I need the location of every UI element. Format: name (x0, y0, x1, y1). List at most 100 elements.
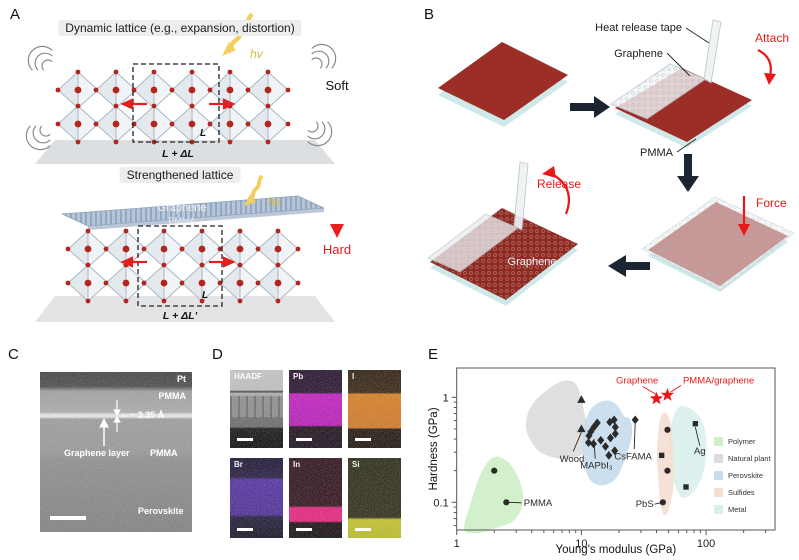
marker-diamond (610, 415, 618, 425)
annotation-line (633, 423, 636, 450)
tem-annotations (99, 400, 127, 446)
y-axis-label: Hardness (GPa) (428, 407, 440, 490)
chart-legend: Polymer Natural plant Perovskite Sulfide… (714, 437, 771, 522)
expansion-arrows (120, 98, 236, 110)
heat-release-tape-label: Heat release tape (595, 22, 682, 34)
marker-diamond (605, 450, 613, 460)
eds-map-in: In (289, 458, 342, 538)
map-label: I (352, 372, 355, 381)
marker-square (658, 452, 665, 459)
spacing-marker-arrows (113, 400, 127, 432)
x-tick-label: 10 (575, 538, 587, 550)
marker-diamond (584, 438, 592, 448)
panel-c-label: C (8, 346, 19, 363)
pointer-line (685, 27, 710, 44)
pmma-bottom-label: PMMA (150, 448, 178, 458)
film-step1 (438, 42, 568, 127)
map-label: Si (352, 460, 360, 469)
legend-swatch (714, 505, 723, 514)
annotation-line (642, 386, 657, 395)
graphene-layer-arrow (99, 417, 109, 446)
annotation-label: CsFAMA (614, 451, 652, 462)
panel-b-process-diagram: Heat release tape Graphene Attach PMMA F… (427, 19, 795, 306)
marker-square (692, 421, 699, 427)
eds-map-pb: Pb (289, 370, 342, 448)
annotation-line (694, 427, 701, 446)
legend-label: Polymer (728, 437, 756, 446)
marker-star (649, 391, 664, 405)
scale-bar (50, 516, 86, 520)
legend-entry-natural-plant: Natural plant (714, 454, 771, 463)
substrate-slab (35, 140, 335, 164)
marker-diamond (585, 431, 593, 441)
x-tick-label: 100 (697, 538, 715, 550)
marker-diamond (589, 439, 597, 449)
legend-entry-perovskite: Perovskite (714, 471, 771, 480)
scale-bar (296, 528, 312, 531)
graphene-layer-label: Graphene layer (64, 448, 130, 458)
panel-a-label: A (10, 6, 21, 23)
legend-swatch (714, 437, 723, 446)
expansion-arrows (120, 256, 236, 268)
vibration-arcs-icon (305, 37, 343, 75)
film-step2 (610, 19, 752, 148)
map-label: HAADF (234, 372, 262, 381)
scale-bar (296, 438, 312, 441)
legend-entry-sulfides: Sulfides (714, 488, 771, 497)
panel-e-label: E (428, 346, 439, 363)
marker-circle (503, 499, 510, 506)
marker-circle (491, 467, 498, 474)
perovskite-label: Perovskite (138, 506, 184, 516)
pmma-layer (88, 208, 324, 230)
marker-diamond (631, 415, 639, 425)
panel-a-title-top: Dynamic lattice (e.g., expansion, distor… (58, 20, 302, 36)
legend-entry-polymer: Polymer (714, 437, 771, 446)
scale-bar (355, 528, 371, 531)
marker-diamond (587, 427, 595, 437)
pmma-pointer-label: PMMA (640, 147, 674, 159)
l-label: L (202, 290, 208, 301)
panel-d-label: D (212, 346, 223, 363)
plot-frame (456, 367, 776, 531)
l-plus-dl-prime-label: L + ΔL' (163, 310, 198, 322)
scale-bar (237, 528, 253, 531)
eds-map-si: Si (348, 458, 401, 538)
legend-label: Natural plant (728, 454, 771, 463)
annotation-line (670, 384, 682, 393)
marker-diamond (611, 446, 619, 456)
pointer-line (666, 52, 691, 77)
legend-swatch (714, 471, 723, 480)
pt-label: Pt (177, 374, 186, 384)
region-polymer (464, 456, 524, 534)
force-label: Force (756, 196, 787, 210)
marker-diamond (597, 435, 605, 445)
marker-diamond (590, 422, 598, 432)
legend-label: Perovskite (728, 471, 764, 480)
film-step3 (641, 196, 795, 292)
photon-arrow-icon (244, 174, 264, 206)
hard-label: Hard (323, 242, 351, 257)
tem-cross-section-image: Pt PMMA ~ 3.35 Å Graphene layer PMMA Per… (40, 372, 192, 532)
marker-square (683, 484, 689, 490)
y-tick-label: 0.1 (433, 497, 448, 509)
marker-circle (659, 499, 666, 506)
map-label: Pb (293, 372, 304, 381)
x-axis-label: Young's modulus (GPa) (556, 544, 677, 556)
force-arrow (738, 196, 750, 236)
l-plus-dl-label: L + ΔL (162, 148, 194, 160)
marker-diamond (606, 433, 614, 443)
arrow-right-icon (570, 96, 610, 118)
marker-diamond (606, 417, 614, 427)
map-label: Br (234, 460, 243, 469)
arrowhead (330, 224, 344, 238)
y-tick-label: 1 (443, 392, 449, 404)
marker-diamond (601, 442, 609, 451)
marker-circle (664, 467, 671, 474)
legend-swatch (714, 454, 723, 463)
legend-entry-metal: Metal (714, 505, 771, 514)
annotation-label: MAPbI₃ (580, 461, 613, 472)
legend-label: Sulfides (728, 488, 755, 497)
hv-label: hv (250, 47, 264, 61)
x-tick-label: 1 (454, 538, 460, 550)
